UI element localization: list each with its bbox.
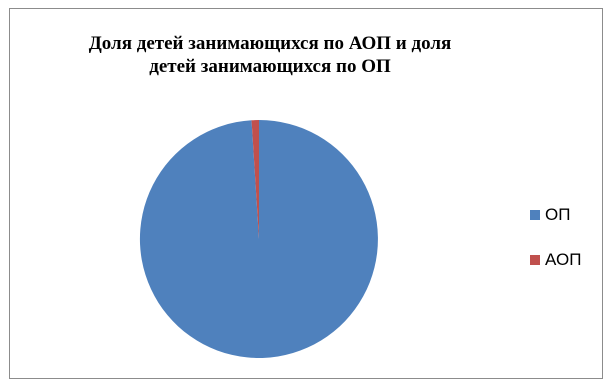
pie-slice-aop xyxy=(251,119,259,239)
legend-swatch xyxy=(530,210,540,220)
legend-label: ОП xyxy=(545,205,571,224)
chart-title-line-1: Доля детей занимающихся по АОП и доля xyxy=(88,33,452,54)
pie-slice-op xyxy=(139,120,378,358)
chart-title-line-2: детей занимающихся по ОП xyxy=(149,56,391,77)
pie-chart xyxy=(139,119,378,358)
chart-legend: ОП АОП xyxy=(530,205,581,295)
legend-item-aop: АОП xyxy=(530,250,581,270)
chart-title: Доля детей занимающихся по АОП и доля де… xyxy=(10,32,530,78)
legend-item-op: ОП xyxy=(530,205,581,225)
legend-swatch xyxy=(530,255,540,265)
legend-label: АОП xyxy=(545,250,582,269)
chart-area: Доля детей занимающихся по АОП и доля де… xyxy=(9,8,603,379)
